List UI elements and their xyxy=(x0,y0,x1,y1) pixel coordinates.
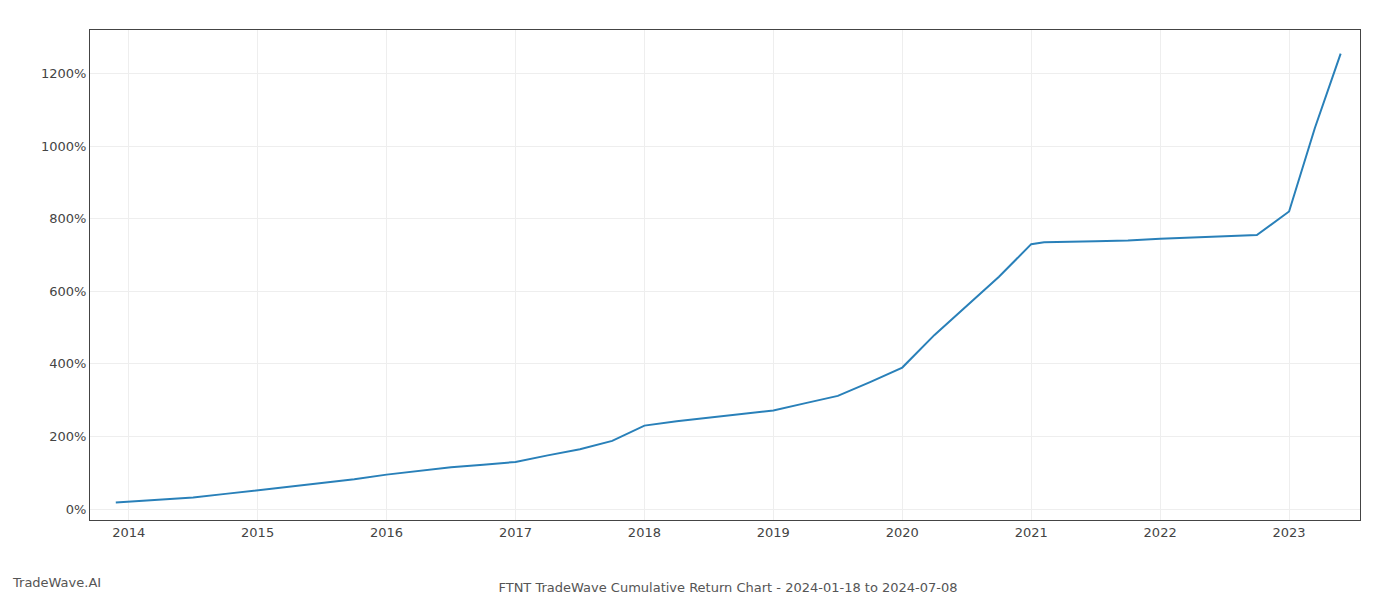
svg-text:2021: 2021 xyxy=(1015,525,1048,540)
svg-text:2016: 2016 xyxy=(370,525,403,540)
svg-text:2023: 2023 xyxy=(1273,525,1306,540)
svg-text:2014: 2014 xyxy=(112,525,145,540)
svg-text:FTNT TradeWave Cumulative Retu: FTNT TradeWave Cumulative Return Chart -… xyxy=(498,580,957,595)
svg-text:2020: 2020 xyxy=(886,525,919,540)
svg-text:800%: 800% xyxy=(49,211,86,226)
svg-text:2022: 2022 xyxy=(1144,525,1177,540)
svg-text:1000%: 1000% xyxy=(41,139,86,154)
svg-text:2019: 2019 xyxy=(757,525,790,540)
svg-text:2015: 2015 xyxy=(241,525,274,540)
svg-text:400%: 400% xyxy=(49,356,86,371)
svg-text:TradeWave.AI: TradeWave.AI xyxy=(12,575,101,590)
svg-text:1200%: 1200% xyxy=(41,66,86,81)
svg-text:600%: 600% xyxy=(49,284,86,299)
svg-text:2017: 2017 xyxy=(499,525,532,540)
svg-text:200%: 200% xyxy=(49,429,86,444)
svg-text:2018: 2018 xyxy=(628,525,661,540)
svg-text:0%: 0% xyxy=(66,502,87,517)
